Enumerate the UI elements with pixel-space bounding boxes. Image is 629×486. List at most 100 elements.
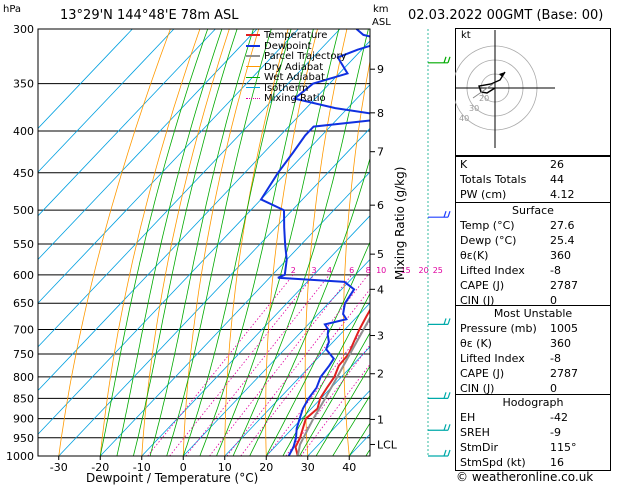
pressure-tick-label: 700 xyxy=(13,324,34,337)
plot-area xyxy=(38,29,370,456)
legend-item-dewpoint: Dewpoint xyxy=(246,41,347,53)
temp-tick-label: 30 xyxy=(301,461,315,474)
isotherm-line xyxy=(224,302,370,456)
wet-adiabat-line xyxy=(249,156,370,456)
surface-row: Lifted Index -8 xyxy=(460,264,561,277)
isotherm-line xyxy=(38,29,299,304)
wet-adiabat-line xyxy=(149,29,254,456)
wind-barb xyxy=(428,424,451,431)
legend-item-dry-adiabat: Dry Adiabat xyxy=(246,62,347,74)
indices-table: K 26 Totals Totals 44 PW (cm) 4.12 xyxy=(455,156,611,203)
unstable-row: Pressure (mb) 1005 xyxy=(460,322,578,335)
dry-adiabat-line xyxy=(224,29,289,456)
mixing-ratio-value-label: 20 xyxy=(419,266,429,275)
wind-barb xyxy=(428,56,451,64)
hodo-ring-label: 40 xyxy=(459,114,469,123)
hodograph-title: Hodograph xyxy=(502,396,564,409)
dry-adiabat-line xyxy=(182,29,260,456)
isotherm-line xyxy=(38,29,133,129)
mixing-ratio-value-label: 6 xyxy=(349,266,354,275)
mixing-ratio-value-label: 4 xyxy=(327,266,332,275)
wet-adiabat-line xyxy=(216,29,340,456)
surface-table: Surface Temp (°C) 27.6 Dewp (°C) 25.4 θε(K… xyxy=(455,202,611,309)
km-unit: km xyxy=(373,4,389,15)
wet-adiabat-line xyxy=(232,29,369,456)
legend-item-temperature: Temperature xyxy=(246,30,347,42)
temperature-line xyxy=(294,308,370,456)
legend-item-mixing-ratio: Mixing Ratio xyxy=(246,93,347,105)
dry-adiabat-line xyxy=(141,29,230,456)
unstable-row: CAPE (J) 2787 xyxy=(460,367,578,380)
pressure-tick-label: 350 xyxy=(13,78,34,91)
watermark: © weatheronline.co.uk xyxy=(456,470,594,484)
isotherm-line xyxy=(38,29,258,261)
pressure-tick-label: 600 xyxy=(13,269,34,282)
x-axis-label: Dewpoint / Temperature (°C) xyxy=(86,471,259,485)
dry-adiabat-line xyxy=(304,29,348,456)
mixing-ratio-line xyxy=(185,274,330,456)
index-row: Totals Totals 44 xyxy=(460,173,564,186)
dewpoint-line xyxy=(259,29,370,456)
isotherm-line xyxy=(38,84,370,435)
temp-tick-label: 20 xyxy=(259,461,273,474)
pressure-tick-label: 400 xyxy=(13,125,34,138)
index-row: K 26 xyxy=(460,158,564,171)
mixing-ratio-value-label: 8 xyxy=(366,266,371,275)
pressure-tick-label: 550 xyxy=(13,238,34,251)
wet-adiabat-line xyxy=(282,292,370,456)
mixing-ratio-line xyxy=(240,288,370,456)
hodograph-row: EH -42 xyxy=(460,411,568,424)
mixing-ratio-line xyxy=(209,274,353,456)
temp-tick-label: 0 xyxy=(180,461,187,474)
unstable-row: Lifted Index -8 xyxy=(460,352,561,365)
hodograph-table: Hodograph EH -42 SREH -9 StmDir 115° StmSpd… xyxy=(455,394,611,471)
pressure-tick-label: 1000 xyxy=(6,450,34,463)
isotherm-line xyxy=(58,127,370,456)
surface-row: Dewp (°C) 25.4 xyxy=(460,234,575,247)
isotherm-line xyxy=(141,215,370,456)
dry-adiabat-line xyxy=(58,29,171,456)
hodograph-unit: kt xyxy=(461,30,471,41)
pressure-tick-label: 500 xyxy=(13,204,34,217)
pressure-tick-label: 950 xyxy=(13,432,34,445)
unstable-row: θε (K) 360 xyxy=(460,337,571,350)
wet-adiabat-line xyxy=(265,241,370,456)
mixing-ratio-value-label: 2 xyxy=(291,266,296,275)
unstable-row: CIN (J) 0 xyxy=(460,382,557,395)
wet-adiabat-line xyxy=(99,29,209,456)
mixing-ratio-line xyxy=(300,363,370,456)
wet-adiabat-line xyxy=(133,29,238,456)
mixing-ratio-line xyxy=(169,274,315,456)
surface-row: CIN (J) 0 xyxy=(460,294,557,307)
pressure-tick-label: 650 xyxy=(13,297,34,310)
wet-adiabat-line xyxy=(332,394,370,456)
km-tick-label: 9 xyxy=(377,63,384,76)
wet-adiabat-line xyxy=(182,29,292,456)
km-tick-label: 5 xyxy=(377,248,384,261)
legend: Temperature Dewpoint Parcel Trajectory D… xyxy=(246,30,347,105)
km-tick-label: LCL xyxy=(377,438,398,451)
pressure-tick-label: 850 xyxy=(13,392,34,405)
hodograph-row: SREH -9 xyxy=(460,426,561,439)
pressure-tick-label: 450 xyxy=(13,167,34,180)
mixing-ratio-value-label: 25 xyxy=(433,266,443,275)
hodograph: kt 20 30 40 xyxy=(455,28,611,156)
temp-tick-label: -10 xyxy=(133,461,151,474)
mixing-ratio-value-label: 3 xyxy=(312,266,317,275)
mixing-ratio-value-label: 10 xyxy=(376,266,386,275)
hodo-ring-label: 20 xyxy=(479,94,489,103)
km-tick-label: 6 xyxy=(377,199,384,212)
temp-tick-label: -20 xyxy=(91,461,109,474)
wet-adiabat-line xyxy=(299,332,370,456)
pressure-tick-label: 750 xyxy=(13,348,34,361)
temp-tick-label: -30 xyxy=(50,461,68,474)
pressure-tick-label: 300 xyxy=(13,23,34,36)
asl-unit: ASL xyxy=(372,17,391,28)
km-tick-label: 1 xyxy=(377,413,384,426)
pressure-unit: hPa xyxy=(3,4,22,15)
pressure-tick-label: 800 xyxy=(13,371,34,384)
wet-adiabat-line xyxy=(315,365,370,456)
km-tick-label: 4 xyxy=(377,283,384,296)
temp-tick-label: 40 xyxy=(342,461,356,474)
dry-adiabat-line xyxy=(343,59,370,456)
